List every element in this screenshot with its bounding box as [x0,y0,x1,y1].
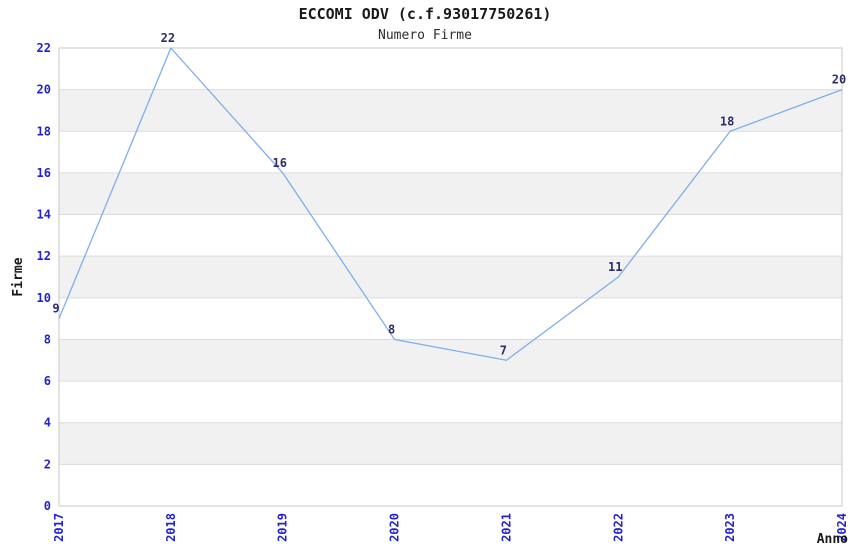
x-axis-title: Anno [817,532,848,547]
y-tick-label: 0 [44,499,51,513]
y-tick-labels: 0 2 4 6 8 10 12 14 16 18 20 22 [37,41,51,513]
series-line-group [58,47,843,361]
y-bands [59,89,842,465]
x-tick-label: 2023 [723,513,737,542]
data-label: 20 [832,73,846,87]
y-tick-label: 14 [37,208,51,222]
y-band [59,172,842,215]
y-tick-label: 22 [37,41,51,55]
x-tick-labels: 2017 2018 2019 2020 2021 2022 2023 2024 [52,513,849,542]
y-tick-label: 4 [44,416,51,430]
y-axis-title: Firme [11,257,26,296]
x-tick-label: 2020 [388,513,402,542]
h-gridlines [59,47,842,507]
data-label: 7 [500,343,507,357]
data-label: 11 [608,260,622,274]
x-tick-label: 2018 [164,513,178,542]
y-band [59,339,842,382]
x-tick-label: 2017 [52,513,66,542]
y-tick-label: 16 [37,166,51,180]
y-band [59,89,842,132]
y-tick-label: 18 [37,124,51,138]
x-tick-label: 2022 [611,513,625,542]
y-tick-label: 6 [44,374,51,388]
y-tick-label: 2 [44,457,51,471]
x-tick-label: 2024 [835,513,849,542]
x-tick-label: 2021 [499,513,513,542]
y-tick-label: 8 [44,332,51,346]
data-label: 9 [52,302,59,316]
y-tick-label: 10 [37,291,51,305]
data-label: 16 [272,156,286,170]
data-label: 18 [720,114,734,128]
data-label: 22 [161,31,175,45]
plot-border [58,47,843,507]
y-band [59,422,842,465]
chart-title: ECCOMI ODV (c.f.93017750261) [299,5,552,23]
data-label: 8 [388,322,395,336]
series-line [58,47,843,361]
y-band [59,256,842,298]
x-tick-label: 2019 [276,513,290,542]
y-tick-label: 12 [37,249,51,263]
y-tick-label: 20 [37,83,51,97]
data-labels: 9 22 16 8 7 11 18 20 [52,31,846,357]
chart-subtitle: Numero Firme [378,28,472,43]
